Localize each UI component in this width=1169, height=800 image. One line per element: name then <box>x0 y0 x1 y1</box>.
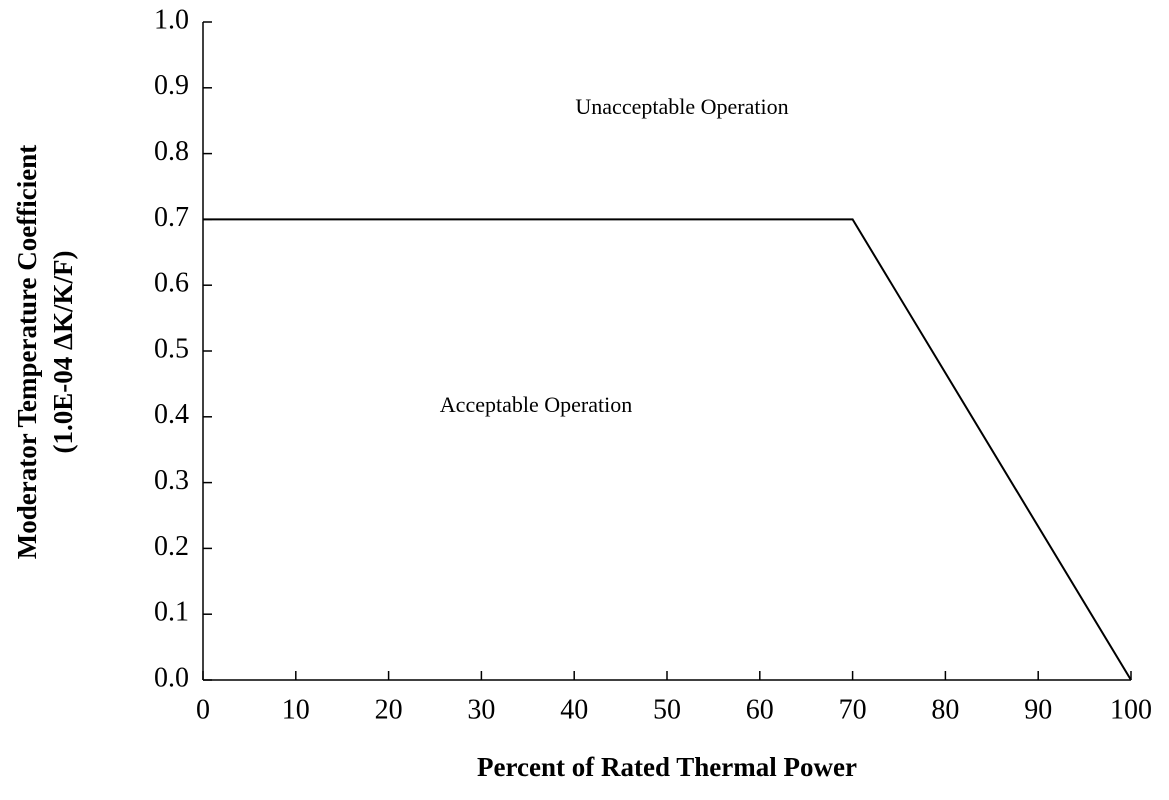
x-tick-label: 10 <box>282 694 310 725</box>
y-tick-label: 0.3 <box>154 465 189 496</box>
x-tick-label: 90 <box>1024 694 1052 725</box>
y-axis-title: Moderator Temperature Coefficient <box>12 145 42 559</box>
y-tick-label: 0.6 <box>154 268 189 299</box>
y-tick-label: 0.0 <box>154 662 189 693</box>
x-tick-label: 30 <box>467 694 495 725</box>
x-tick-label: 70 <box>839 694 867 725</box>
x-tick-label: 80 <box>931 694 959 725</box>
y-tick-label: 0.5 <box>154 333 189 364</box>
line <box>203 218 1132 681</box>
y-tick-label: 0.8 <box>154 136 189 167</box>
y-tick-label: 0.9 <box>154 70 189 101</box>
annotation: Acceptable Operation <box>440 392 632 417</box>
y-tick-label: 0.7 <box>154 202 189 233</box>
x-tick-label: 60 <box>746 694 774 725</box>
y-tick-label: 0.1 <box>154 597 189 628</box>
x-tick-label: 0 <box>196 694 210 725</box>
x-tick-label: 100 <box>1110 694 1152 725</box>
y-tick-label: 0.2 <box>154 531 189 562</box>
x-tick-label: 50 <box>653 694 681 725</box>
x-axis-title: Percent of Rated Thermal Power <box>477 752 857 782</box>
annotation: Unacceptable Operation <box>575 94 788 119</box>
y-tick-label: 0.4 <box>154 399 189 430</box>
x-tick-label: 40 <box>560 694 588 725</box>
y-tick-label: 1.0 <box>154 4 189 35</box>
y-axis-title: (1.0E-04 ΔK/K/F) <box>48 251 78 454</box>
x-tick-label: 20 <box>375 694 403 725</box>
